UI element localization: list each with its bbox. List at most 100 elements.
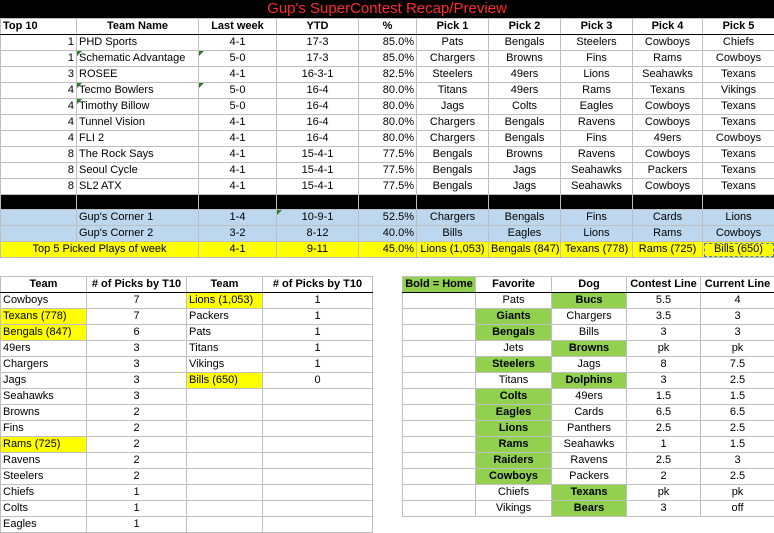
dog-cell[interactable]: Chargers — [552, 309, 627, 325]
pick-count-cell[interactable] — [263, 517, 373, 533]
team-cell[interactable]: Cowboys — [1, 293, 87, 309]
pct-cell[interactable]: 85.0% — [359, 35, 417, 51]
pick-cell[interactable]: Texans — [703, 179, 774, 195]
team-cell[interactable]: Lions (1,053) — [187, 293, 263, 309]
current-line-cell[interactable]: off — [701, 501, 774, 517]
column-header[interactable]: # of Picks by T10 — [87, 277, 187, 293]
team-name-cell[interactable]: Seoul Cycle — [77, 163, 199, 179]
spacer-cell[interactable] — [403, 421, 476, 437]
favorite-cell[interactable]: Cowboys — [476, 469, 552, 485]
pick-cell[interactable]: 49ers — [489, 83, 561, 99]
pick-cell[interactable]: Titans — [417, 83, 489, 99]
pick-cell[interactable]: Eagles — [489, 226, 561, 242]
team-cell[interactable] — [187, 405, 263, 421]
pct-cell[interactable]: 77.5% — [359, 147, 417, 163]
spacer-cell[interactable] — [403, 437, 476, 453]
team-name-cell[interactable]: Gup's Corner 1 — [77, 210, 199, 226]
pick-cell[interactable]: Fins — [561, 210, 633, 226]
pick-cell[interactable]: Fins — [561, 51, 633, 67]
pick-cell[interactable]: Texans — [703, 115, 774, 131]
column-header[interactable]: Top 10 — [1, 19, 77, 35]
contest-line-cell[interactable]: 2 — [627, 469, 701, 485]
favorite-cell[interactable]: Chiefs — [476, 485, 552, 501]
team-name-cell[interactable]: ROSEE — [77, 67, 199, 83]
contest-line-cell[interactable]: 1.5 — [627, 389, 701, 405]
last-week-cell[interactable]: 4-1 — [199, 115, 277, 131]
pick-cell[interactable]: Cowboys — [633, 99, 703, 115]
pick-count-cell[interactable]: 1 — [263, 309, 373, 325]
spacer-cell[interactable] — [403, 389, 476, 405]
team-cell[interactable]: Packers — [187, 309, 263, 325]
pick-cell[interactable]: Cowboys — [633, 147, 703, 163]
last-week-cell[interactable]: 4-1 — [199, 35, 277, 51]
pick-cell[interactable]: Cowboys — [703, 226, 774, 242]
ytd-cell[interactable]: 16-4 — [277, 131, 359, 147]
dog-cell[interactable]: Cards — [552, 405, 627, 421]
pick-cell[interactable]: Browns — [489, 51, 561, 67]
team-cell[interactable]: Steelers — [1, 469, 87, 485]
contest-line-cell[interactable]: 3 — [627, 373, 701, 389]
favorite-cell[interactable]: Giants — [476, 309, 552, 325]
ytd-cell[interactable]: 10-9-1 — [277, 210, 359, 226]
team-cell[interactable]: Seahawks — [1, 389, 87, 405]
team-cell[interactable]: Texans (778) — [1, 309, 87, 325]
spacer-cell[interactable] — [403, 293, 476, 309]
team-cell[interactable]: Bills (650) — [187, 373, 263, 389]
spacer-cell[interactable] — [403, 341, 476, 357]
pct-cell[interactable]: 80.0% — [359, 115, 417, 131]
dog-cell[interactable]: Seahawks — [552, 437, 627, 453]
team-name-cell[interactable]: Schematic Advantage — [77, 51, 199, 67]
team-cell[interactable]: Eagles — [1, 517, 87, 533]
pick-cell[interactable]: Bills (650) — [703, 242, 774, 258]
current-line-cell[interactable]: 1.5 — [701, 389, 774, 405]
team-name-cell[interactable]: Tecmo Bowlers — [77, 83, 199, 99]
rank-cell[interactable]: 8 — [1, 163, 77, 179]
spacer-cell[interactable] — [403, 405, 476, 421]
pick-count-cell[interactable]: 1 — [263, 341, 373, 357]
spacer-cell[interactable] — [403, 469, 476, 485]
current-line-cell[interactable]: pk — [701, 341, 774, 357]
last-week-cell[interactable]: 5-0 — [199, 99, 277, 115]
column-header[interactable]: % — [359, 19, 417, 35]
pick-count-cell[interactable]: 1 — [263, 357, 373, 373]
pct-cell[interactable]: 45.0% — [359, 242, 417, 258]
team-cell[interactable] — [187, 485, 263, 501]
pick-cell[interactable]: Jags — [489, 179, 561, 195]
pick-cell[interactable]: Bengals — [489, 210, 561, 226]
pick-cell[interactable]: Vikings — [703, 83, 774, 99]
pick-count-cell[interactable]: 2 — [87, 437, 187, 453]
rank-cell[interactable]: 8 — [1, 147, 77, 163]
team-cell[interactable]: Titans — [187, 341, 263, 357]
pick-cell[interactable]: Cards — [633, 210, 703, 226]
team-cell[interactable]: 49ers — [1, 341, 87, 357]
spacer-cell[interactable] — [403, 453, 476, 469]
contest-line-cell[interactable]: 2.5 — [627, 453, 701, 469]
team-cell[interactable]: Chiefs — [1, 485, 87, 501]
pick-cell[interactable]: Cowboys — [633, 115, 703, 131]
pick-cell[interactable]: Chargers — [417, 131, 489, 147]
pick-cell[interactable]: Colts — [489, 99, 561, 115]
favorite-cell[interactable]: Steelers — [476, 357, 552, 373]
column-header[interactable]: Team — [1, 277, 87, 293]
team-cell[interactable]: Bengals (847) — [1, 325, 87, 341]
ytd-cell[interactable]: 17-3 — [277, 51, 359, 67]
pct-cell[interactable]: 82.5% — [359, 67, 417, 83]
team-cell[interactable] — [187, 389, 263, 405]
ytd-cell[interactable]: 16-4 — [277, 83, 359, 99]
pick-count-cell[interactable]: 1 — [263, 293, 373, 309]
dog-cell[interactable]: Bears — [552, 501, 627, 517]
pick-cell[interactable]: Chargers — [417, 115, 489, 131]
pick-cell[interactable]: Seahawks — [633, 67, 703, 83]
contest-line-cell[interactable]: 8 — [627, 357, 701, 373]
team-cell[interactable]: Pats — [187, 325, 263, 341]
column-header[interactable]: # of Picks by T10 — [263, 277, 373, 293]
pick-cell[interactable]: Steelers — [417, 67, 489, 83]
rank-cell[interactable]: 4 — [1, 115, 77, 131]
pick-cell[interactable]: Ravens — [561, 147, 633, 163]
pick-cell[interactable]: Texans — [633, 83, 703, 99]
rank-cell[interactable] — [1, 210, 77, 226]
pct-cell[interactable]: 52.5% — [359, 210, 417, 226]
pick-cell[interactable]: Lions — [561, 226, 633, 242]
dog-cell[interactable]: Bucs — [552, 293, 627, 309]
pick-cell[interactable]: Rams (725) — [633, 242, 703, 258]
